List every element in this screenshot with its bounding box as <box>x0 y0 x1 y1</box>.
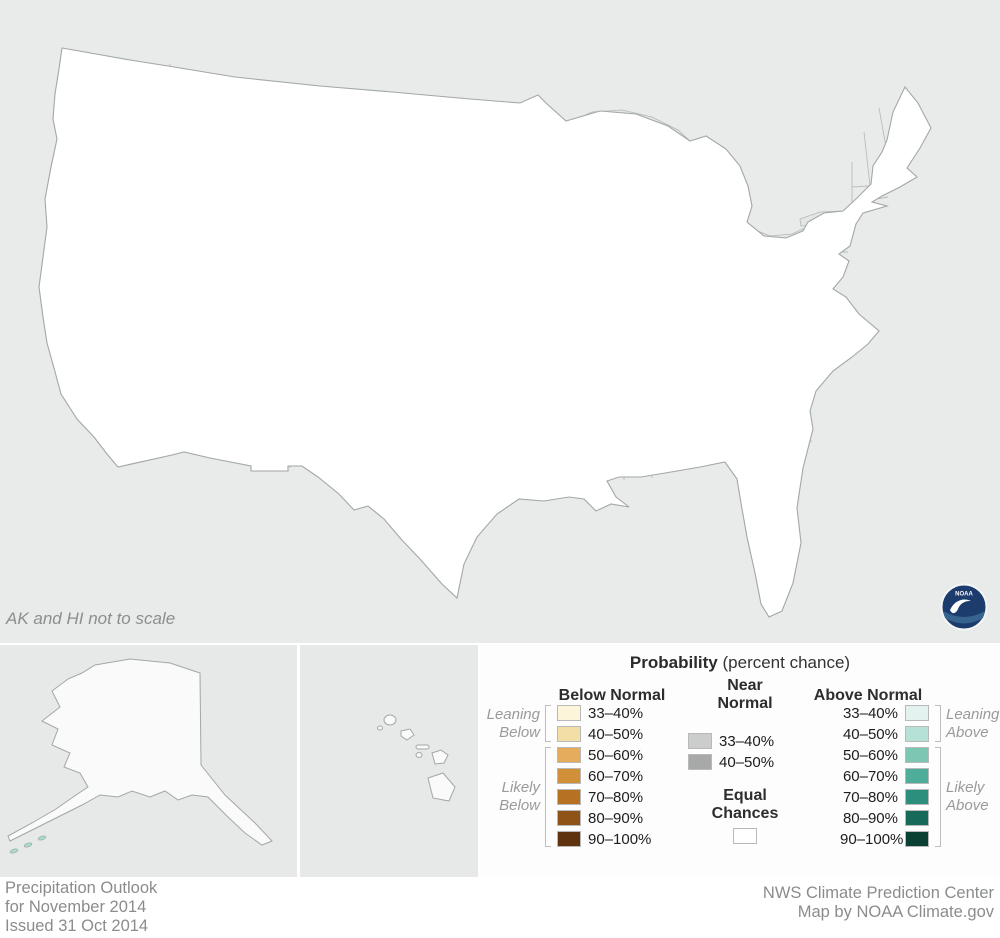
legend-title: Probability (percent chance) <box>480 653 1000 673</box>
legend-row: 80–90% <box>840 810 929 827</box>
legend-row: 50–60% <box>557 747 651 764</box>
below-swatch-90-100 <box>557 831 581 847</box>
near-normal-header: Near Normal <box>717 677 773 712</box>
legend-row: 80–90% <box>557 810 651 827</box>
legend-row: 90–100% <box>840 831 929 848</box>
footer-credit-line2: Map by NOAA Climate.gov <box>797 903 994 921</box>
near-swatch-33-40 <box>688 733 712 749</box>
hawaii-map <box>377 714 456 802</box>
likely-above-label: Likely Above <box>946 779 989 814</box>
above-normal-header: Above Normal <box>813 687 923 704</box>
footer-title-line3: Issued 31 Oct 2014 <box>5 917 149 935</box>
below-swatch-50-60 <box>557 747 581 763</box>
legend-row: 60–70% <box>557 768 651 785</box>
below-swatch-60-70 <box>557 768 581 784</box>
above-swatch-50-60 <box>905 747 929 763</box>
near-normal-rows: 33–40% 40–50% <box>688 733 774 771</box>
below-swatch-70-80 <box>557 789 581 805</box>
above-swatch-90-100 <box>905 831 929 847</box>
equal-chances-label: Equal Chances <box>711 787 779 822</box>
conus-map <box>0 0 1000 643</box>
above-likely-bracket <box>935 747 941 847</box>
below-swatch-40-50 <box>557 726 581 742</box>
noaa-logo-gull <box>950 599 971 614</box>
island-kauai <box>383 714 397 726</box>
below-swatch-33-40 <box>557 705 581 721</box>
legend-row: 33–40% <box>688 733 774 750</box>
aleutian-islands <box>9 835 47 854</box>
alaska-outline <box>7 658 273 846</box>
legend-panel: Probability (percent chance) Below Norma… <box>480 645 1000 877</box>
footer-title-line1: Precipitation Outlook <box>5 879 158 897</box>
noaa-logo: NOAA <box>940 583 988 631</box>
legend-row: 40–50% <box>840 726 929 743</box>
noaa-logo-text: NOAA <box>955 592 973 598</box>
legend-row: 60–70% <box>840 768 929 785</box>
above-swatch-70-80 <box>905 789 929 805</box>
below-likely-bracket <box>545 747 551 847</box>
legend-row: 33–40% <box>557 705 651 722</box>
legend-row: 33–40% <box>840 705 929 722</box>
scale-note: AK and HI not to scale <box>6 609 176 628</box>
leaning-above-label: Leaning Above <box>946 706 1000 741</box>
above-swatch-60-70 <box>905 768 929 784</box>
below-swatch-80-90 <box>557 810 581 826</box>
below-normal-header: Below Normal <box>558 687 666 704</box>
leaning-below-label: Leaning Below <box>486 706 540 741</box>
above-leaning-bracket <box>935 705 941 742</box>
above-normal-rows: 33–40% 40–50% 50–60% 60–70% 70–80% 80–90… <box>840 705 929 848</box>
equal-chances-swatch <box>733 828 757 844</box>
island-niihau <box>377 725 383 731</box>
legend-row: 40–50% <box>557 726 651 743</box>
hawaiian-islands <box>377 714 456 802</box>
legend-row: 70–80% <box>557 789 651 806</box>
legend-title-rest: (percent chance) <box>722 653 851 672</box>
footer-credit: NWS Climate Prediction Center Map by NOA… <box>763 884 994 922</box>
island-lanai <box>415 752 423 758</box>
island-oahu <box>400 728 415 741</box>
island-maui <box>431 749 449 765</box>
footer-credit-line1: NWS Climate Prediction Center <box>762 884 994 902</box>
near-swatch-40-50 <box>688 754 712 770</box>
island-molokai <box>415 744 430 750</box>
likely-below-label: Likely Below <box>499 779 540 814</box>
legend-row: 50–60% <box>840 747 929 764</box>
legend-title-bold: Probability <box>629 653 718 672</box>
alaska-inset <box>0 645 297 877</box>
below-normal-rows: 33–40% 40–50% 50–60% 60–70% 70–80% 80–90… <box>557 705 651 848</box>
above-swatch-40-50 <box>905 726 929 742</box>
above-swatch-80-90 <box>905 810 929 826</box>
above-swatch-33-40 <box>905 705 929 721</box>
footer-title-line2: for November 2014 <box>5 898 147 916</box>
noaa-logo-sea <box>943 611 985 624</box>
hawaii-inset <box>300 645 478 877</box>
footer-title: Precipitation Outlook for November 2014 … <box>5 879 157 936</box>
alaska-map <box>7 658 273 854</box>
below-leaning-bracket <box>545 705 551 742</box>
legend-row: 90–100% <box>557 831 651 848</box>
legend-row: 70–80% <box>840 789 929 806</box>
legend-row: 40–50% <box>688 754 774 771</box>
island-hawaii <box>427 772 456 802</box>
